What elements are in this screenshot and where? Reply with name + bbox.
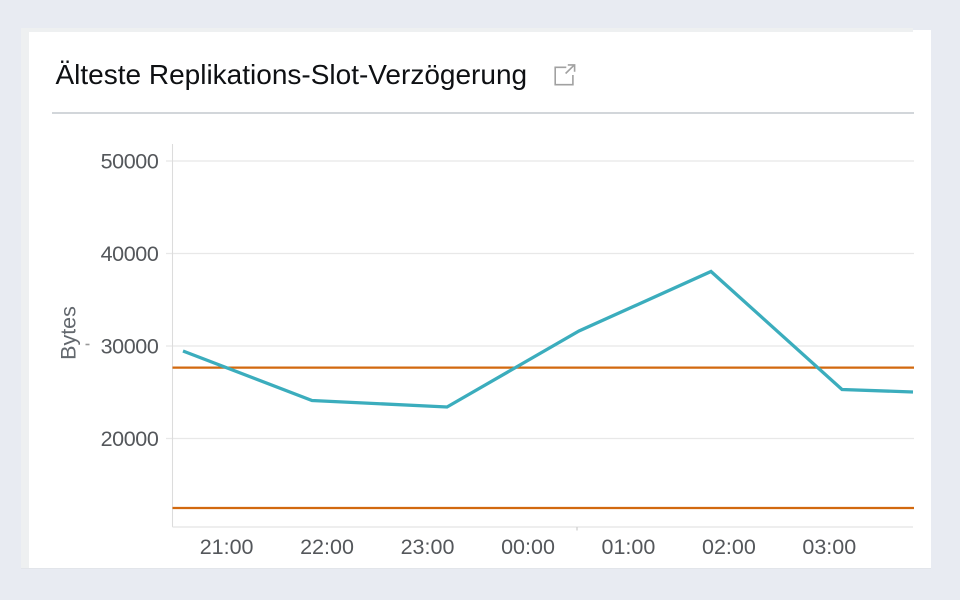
svg-text:20000: 20000 [101,427,159,451]
svg-text:50000: 50000 [101,150,159,174]
svg-text:23:00: 23:00 [401,535,455,559]
svg-text:22:00: 22:00 [300,535,354,559]
svg-text:30000: 30000 [101,335,159,359]
svg-text:Bytes: Bytes [56,306,80,360]
svg-text:00:00: 00:00 [501,535,555,559]
svg-text:01:00: 01:00 [601,535,655,559]
svg-text:21:00: 21:00 [200,535,254,559]
svg-text:02:00: 02:00 [702,535,756,559]
svg-text:40000: 40000 [101,242,159,266]
svg-text:03:00: 03:00 [802,535,856,559]
